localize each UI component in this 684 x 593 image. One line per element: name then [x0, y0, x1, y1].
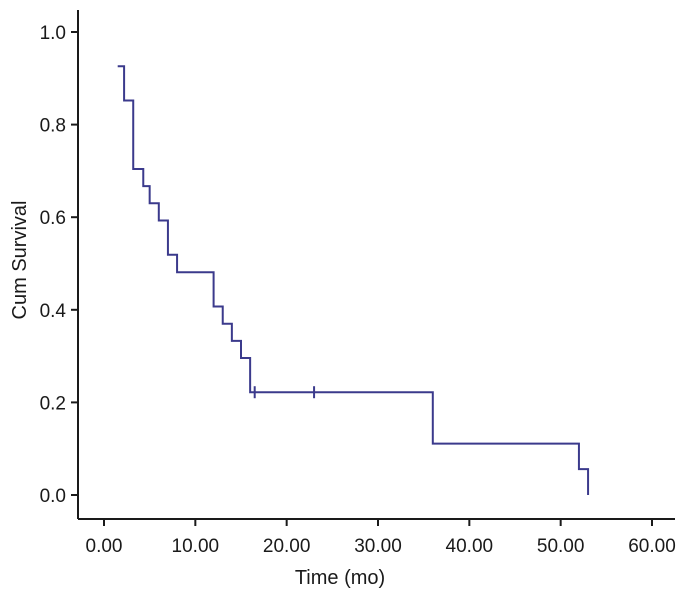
x-tick-label: 30.00 — [354, 536, 402, 557]
x-axis-ticks: 0.00 10.00 20.00 30.00 40.00 50.00 60.00 — [86, 519, 676, 557]
x-tick-label: 50.00 — [537, 536, 585, 557]
y-axis-title: Cum Survival — [9, 201, 31, 320]
y-axis-ticks: 0.0 0.2 0.4 0.6 0.8 1.0 — [40, 23, 78, 507]
series-layer — [117, 65, 590, 495]
survival-step-line — [117, 65, 590, 495]
x-tick-label: 60.00 — [628, 536, 676, 557]
x-tick-label: 20.00 — [263, 536, 311, 557]
x-axis-title: Time (mo) — [295, 567, 385, 589]
y-tick-label: 1.0 — [40, 23, 66, 44]
x-tick-label: 40.00 — [446, 536, 494, 557]
y-tick-label: 0.4 — [40, 301, 67, 322]
y-tick-label: 0.2 — [40, 393, 66, 414]
y-tick-label: 0.6 — [40, 208, 66, 229]
x-tick-label: 0.00 — [86, 536, 123, 557]
x-tick-label: 10.00 — [172, 536, 220, 557]
y-tick-label: 0.0 — [40, 486, 66, 507]
y-tick-label: 0.8 — [40, 116, 66, 137]
